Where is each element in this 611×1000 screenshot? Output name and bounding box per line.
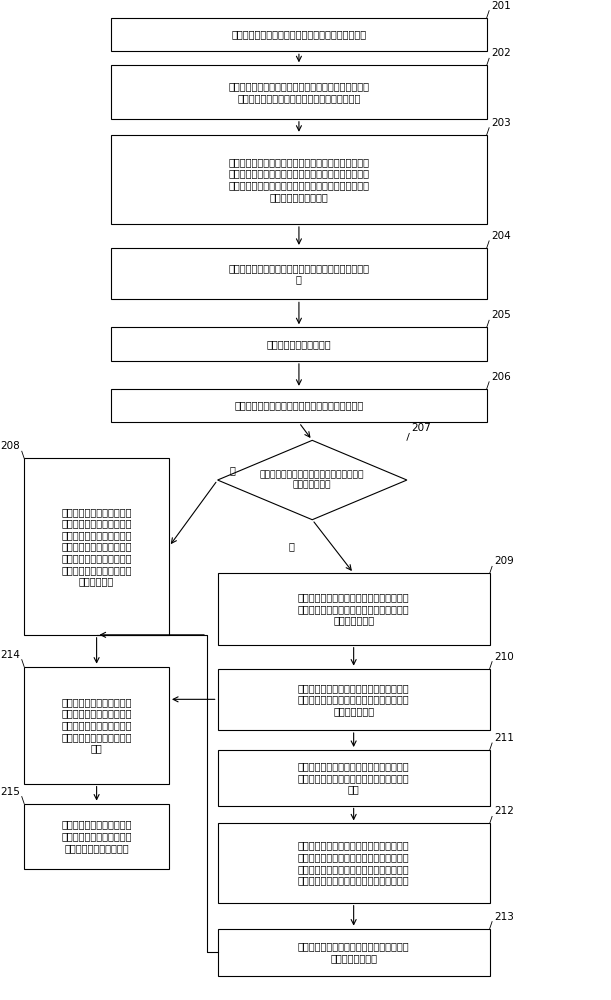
- FancyBboxPatch shape: [218, 573, 490, 645]
- FancyBboxPatch shape: [111, 248, 487, 299]
- Text: 根据瞳孔与眼角位置的关系方程式，获取补
偿后的瞳孔中心坐标对应的眼角点坐标，并
获取该眼角点坐标与经过第一子补偿后的眼
角位置坐标的差值，将该差值作为细补偿量: 根据瞳孔与眼角位置的关系方程式，获取补 偿后的瞳孔中心坐标对应的眼角点坐标，并 …: [298, 841, 409, 885]
- Text: 获取粗补偿量与实时眼部图像的眼角位置坐
标的和值，将该和值作为经过第一子补偿后
的眼角位置坐标: 获取粗补偿量与实时眼部图像的眼角位置坐 标的和值，将该和值作为经过第一子补偿后 …: [298, 683, 409, 716]
- Text: 211: 211: [494, 733, 514, 743]
- Text: 获取注视点坐标与注视点补
偿量的和值，将该和值作为
补偿后的注视点位置坐标: 获取注视点坐标与注视点补 偿量的和值，将该和值作为 补偿后的注视点位置坐标: [61, 820, 132, 853]
- Text: 210: 210: [494, 652, 514, 662]
- Text: 205: 205: [491, 310, 511, 320]
- Text: 根据眼角位置与注视点位置
的关系方程式，获取眼角点
坐标对应的注视点坐标和眼
角点补偿量对应的注视点补
偿量: 根据眼角位置与注视点位置 的关系方程式，获取眼角点 坐标对应的注视点坐标和眼 角…: [61, 697, 132, 753]
- Text: 根据瞳孔与眼角位置的关系
方程式，获取实时眼部图像
的瞳孔中心坐标对应的眼角
点坐标，并获取眼角点坐标
与实时眼部图像的眼角位置
坐标的差值，将该差值作为
眼角: 根据瞳孔与眼角位置的关系 方程式，获取实时眼部图像 的瞳孔中心坐标对应的眼角 点…: [61, 507, 132, 586]
- Text: 获取标定眼部图像的瞳孔中心坐标和眼角位置坐标，并
获取与多幅标定眼部图像对应的注视点位置坐标: 获取标定眼部图像的瞳孔中心坐标和眼角位置坐标，并 获取与多幅标定眼部图像对应的注…: [229, 81, 370, 103]
- FancyBboxPatch shape: [111, 18, 487, 51]
- FancyBboxPatch shape: [111, 65, 487, 119]
- Text: 是: 是: [230, 465, 235, 475]
- Text: 根据标定眼部图像的瞳孔中心坐标与眼角位置坐标，建
立瞳孔与眼角位置的关系方程式，并根据标定眼部图像
的眼角位置坐标与注视点位置坐标，建立眼角位置与注
视点位置的: 根据标定眼部图像的瞳孔中心坐标与眼角位置坐标，建 立瞳孔与眼角位置的关系方程式，…: [229, 157, 370, 202]
- Text: 获取实时眼部图像的瞳孔中心坐标和眼角位置坐标: 获取实时眼部图像的瞳孔中心坐标和眼角位置坐标: [234, 401, 364, 411]
- Text: 203: 203: [491, 118, 511, 128]
- Text: 202: 202: [491, 48, 511, 58]
- FancyBboxPatch shape: [111, 327, 487, 361]
- Text: 获取实时眼部图像的瞳孔中心坐标与粗补偿
量的和值，将该和值作为补偿后的瞳孔中心
坐标: 获取实时眼部图像的瞳孔中心坐标与粗补偿 量的和值，将该和值作为补偿后的瞳孔中心 …: [298, 761, 409, 794]
- Text: 获取粗补偿量和细补偿量的和值，将该和值
作为眼角点补偿量: 获取粗补偿量和细补偿量的和值，将该和值 作为眼角点补偿量: [298, 942, 409, 963]
- Text: 判断实时眼部图像的眼角位置坐标是否位于
初始标定范围内: 判断实时眼部图像的眼角位置坐标是否位于 初始标定范围内: [260, 470, 365, 490]
- Text: 213: 213: [494, 912, 514, 922]
- Text: 204: 204: [491, 231, 511, 241]
- Text: 214: 214: [0, 650, 20, 660]
- FancyBboxPatch shape: [218, 669, 490, 730]
- FancyBboxPatch shape: [24, 667, 169, 784]
- Text: 208: 208: [0, 441, 20, 451]
- Text: 获取用户的实时眼部图像: 获取用户的实时眼部图像: [266, 339, 331, 349]
- Text: 获取使实时眼部图像的眼角位置坐标落入初
始标定范围内的最小补偿量，将该最小补偿
量作为粗补偿量: 获取使实时眼部图像的眼角位置坐标落入初 始标定范围内的最小补偿量，将该最小补偿 …: [298, 592, 409, 626]
- FancyBboxPatch shape: [24, 458, 169, 635]
- Text: 215: 215: [0, 787, 20, 797]
- Text: 获取用户分别注视多个标定点时的多幅标定眼部图像: 获取用户分别注视多个标定点时的多幅标定眼部图像: [232, 29, 367, 39]
- Text: 206: 206: [491, 372, 511, 382]
- Text: 209: 209: [494, 556, 514, 566]
- FancyBboxPatch shape: [218, 929, 490, 976]
- FancyBboxPatch shape: [24, 804, 169, 869]
- Polygon shape: [218, 440, 407, 520]
- FancyBboxPatch shape: [218, 823, 490, 903]
- Text: 201: 201: [491, 1, 511, 11]
- FancyBboxPatch shape: [111, 389, 487, 422]
- FancyBboxPatch shape: [218, 750, 490, 806]
- FancyBboxPatch shape: [111, 135, 487, 224]
- Text: 根据多幅标定眼部图像的眼角位置坐标确定初始标定范
围: 根据多幅标定眼部图像的眼角位置坐标确定初始标定范 围: [229, 263, 370, 284]
- Text: 212: 212: [494, 806, 514, 816]
- Text: 207: 207: [411, 423, 431, 433]
- Text: 否: 否: [288, 542, 295, 552]
